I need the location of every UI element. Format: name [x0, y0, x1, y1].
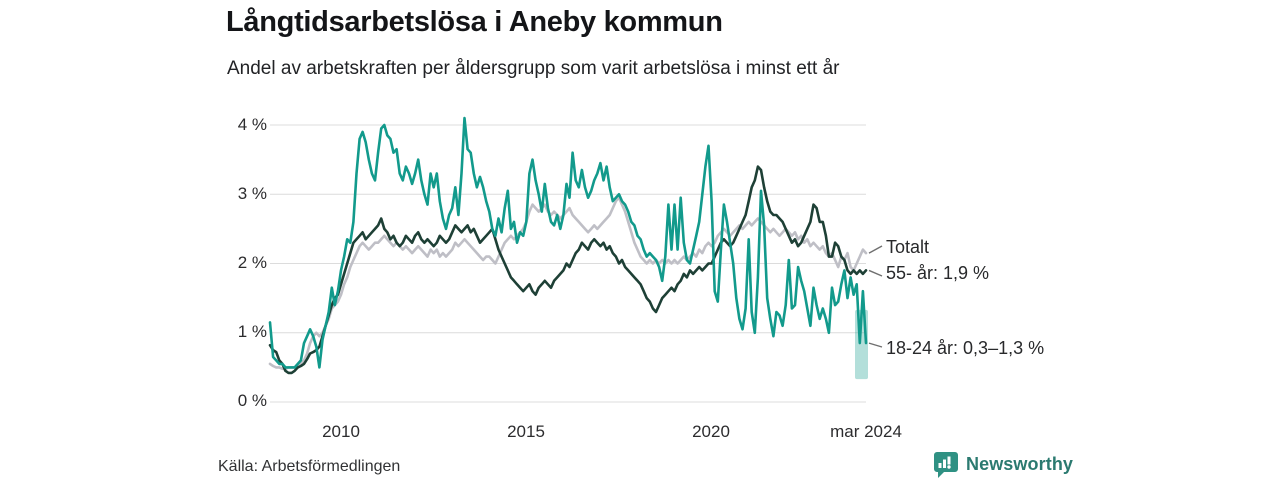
series-end-label-55-plus: 55- år: 1,9 %	[886, 263, 990, 283]
x-axis-tick-label: 2010	[322, 422, 360, 441]
chart-subtitle: Andel av arbetskraften per åldersgrupp s…	[227, 58, 840, 79]
newsworthy-wordmark: Newsworthy	[966, 454, 1074, 474]
y-axis-tick-label: 1 %	[237, 322, 267, 341]
x-axis-tick-label: 2015	[507, 422, 545, 441]
y-axis-tick-label: 0 %	[237, 391, 267, 410]
x-axis-tick-label: mar 2024	[830, 422, 902, 441]
y-axis-tick-label: 3 %	[237, 184, 267, 203]
series-end-label-18-24: 18-24 år: 0,3–1,3 %	[886, 338, 1045, 358]
chart-title: Långtidsarbetslösa i Aneby kommun	[226, 6, 723, 38]
speech-bubble-bar-chart-icon	[934, 452, 958, 478]
y-axis-tick-label: 4 %	[237, 115, 267, 134]
source-attribution: Källa: Arbetsförmedlingen	[218, 458, 401, 475]
y-axis-tick-label: 2 %	[237, 253, 267, 272]
newsworthy-logo[interactable]: Newsworthy	[933, 451, 1073, 478]
series-end-label-totalt: Totalt	[886, 237, 930, 257]
x-axis-tick-label: 2020	[692, 422, 730, 441]
